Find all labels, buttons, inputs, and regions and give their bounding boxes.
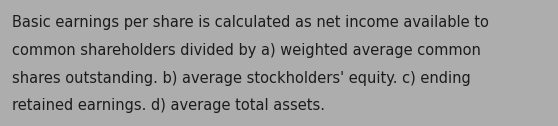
Text: shares outstanding. b) average stockholders' equity. c) ending: shares outstanding. b) average stockhold…	[12, 71, 471, 86]
Text: retained earnings. d) average total assets.: retained earnings. d) average total asse…	[12, 98, 325, 113]
Text: common shareholders divided by a) weighted average common: common shareholders divided by a) weight…	[12, 43, 481, 58]
Text: Basic earnings per share is calculated as net income available to: Basic earnings per share is calculated a…	[12, 15, 489, 30]
